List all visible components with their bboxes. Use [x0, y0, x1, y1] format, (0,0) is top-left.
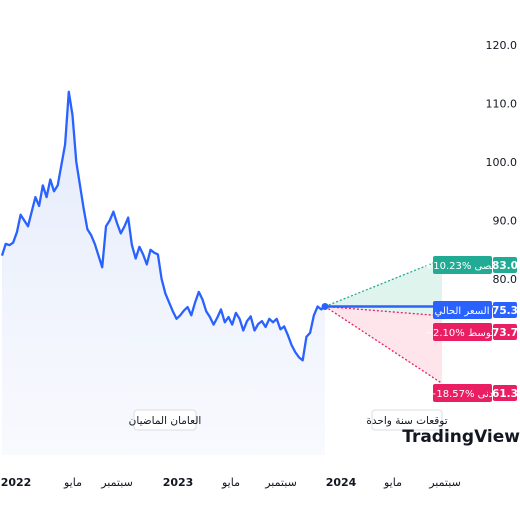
- y-tick-label: 80.0: [493, 273, 518, 286]
- x-tick-label: مايو: [221, 476, 240, 489]
- y-tick-label: 120.0: [486, 39, 518, 52]
- forecast-high-box-bg: [433, 256, 492, 274]
- forecast-low-line: [324, 305, 443, 384]
- history-period-label: العامان الماضيان: [129, 415, 202, 427]
- y-tick-label: 100.0: [486, 156, 518, 169]
- x-tick-label: سبتمبر: [100, 476, 133, 489]
- x-tick-label: 2024: [326, 476, 357, 489]
- forecast-current-price: 75.3: [492, 305, 518, 317]
- forecast-current-box-bg: [433, 301, 492, 319]
- x-tick-label: مايو: [383, 476, 402, 489]
- history-period-box: [133, 409, 197, 431]
- forecast-high-box: +10.23% أقصى: [425, 256, 499, 274]
- forecast-average-box-bg: [433, 323, 492, 341]
- forecast-current-price-tag: [493, 302, 517, 318]
- y-tick-label: 90.0: [493, 215, 518, 228]
- forecast-average-price: 73.7: [492, 327, 518, 339]
- forecast-average-box-label: −2.10% متوسط: [425, 328, 500, 339]
- x-tick-label: مايو: [63, 476, 82, 489]
- tradingview-watermark: TradingView: [402, 427, 520, 447]
- forecast-average-price-tag: [493, 324, 517, 340]
- forecast-high-band: [325, 259, 442, 316]
- history-line: [0, 90, 326, 362]
- forecast-average-box: −2.10% متوسط: [425, 323, 500, 341]
- forecast-current-box: السعر الحالي: [433, 301, 492, 319]
- forecast-high-line: [324, 258, 443, 308]
- forecast-period-box: [371, 409, 443, 431]
- forecast-current-box-label: السعر الحالي: [435, 306, 490, 317]
- last-point: [321, 302, 329, 310]
- x-tick-label: سبتمبر: [264, 476, 297, 489]
- history-area: [2, 91, 325, 456]
- forecast-low-price-tag: [493, 385, 517, 401]
- forecast-low-box-bg: [433, 384, 492, 402]
- x-tick-label: سبتمبر: [428, 476, 461, 489]
- forecast-low-box: −18.57% أدنى: [428, 384, 496, 402]
- forecast-high-box-label: +10.23% أقصى: [425, 259, 499, 272]
- y-tick-label: 110.0: [486, 98, 518, 111]
- forecast-low-price: 61.3: [492, 388, 518, 400]
- forecast-high-price-tag: [493, 257, 517, 273]
- forecast-average-line: [324, 305, 443, 317]
- x-tick-label: 2022: [1, 476, 32, 489]
- forecast-period-label: توقعات سنة واحدة: [366, 415, 447, 427]
- forecast-low-box-label: −18.57% أدنى: [428, 387, 496, 400]
- x-tick-label: 2023: [163, 476, 194, 489]
- forecast-high-price: 83.0: [492, 260, 518, 272]
